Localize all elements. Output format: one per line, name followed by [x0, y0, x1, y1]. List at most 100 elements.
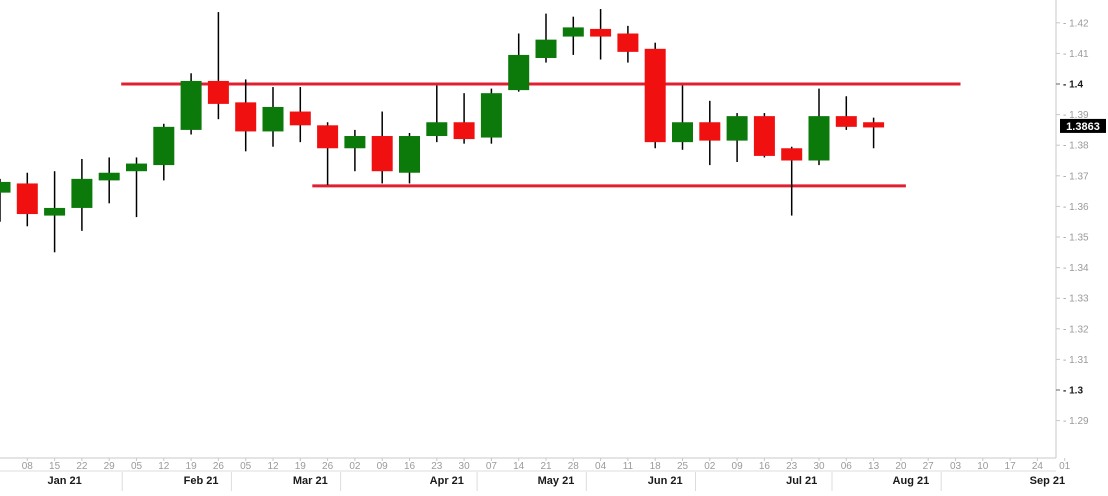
x-month-label: Sep 21 — [1030, 475, 1065, 487]
candle — [644, 42, 666, 149]
candle — [262, 87, 284, 147]
candle-body — [835, 116, 857, 127]
candle — [44, 171, 66, 253]
candle — [344, 129, 366, 172]
candle — [835, 96, 857, 130]
candle-body — [426, 122, 448, 137]
candle — [71, 158, 93, 231]
x-week-label: 19 — [186, 461, 198, 472]
y-axis: - 1.42 - 1.41 - 1.4 - 1.39 - 1.38 - 1.37 - 1.3… — [1055, 0, 1089, 458]
x-week-label: 21 — [540, 461, 552, 472]
candle-body — [207, 80, 229, 104]
candle — [235, 79, 257, 152]
candle — [672, 85, 693, 150]
x-week-label: 06 — [841, 461, 853, 472]
candle-body — [535, 39, 557, 58]
x-week-label: 12 — [158, 461, 170, 472]
candle — [480, 88, 502, 144]
x-week-label: 01 — [1059, 461, 1071, 472]
x-week-label: 25 — [677, 461, 689, 472]
candle — [289, 87, 311, 143]
candle — [426, 85, 448, 143]
y-tick-label: - 1.31 — [1063, 355, 1089, 366]
candle-body — [16, 183, 38, 215]
x-axis: 08 15 22 29 05 12 19 26 05 12 19 26 02 09 16 23 30 07 14 21… — [0, 457, 1071, 491]
trendlines — [121, 82, 961, 188]
x-week-label: 24 — [1032, 461, 1044, 472]
candle-body — [289, 111, 311, 126]
candle-body — [726, 116, 748, 141]
candle — [0, 178, 11, 222]
y-tick-label: - 1.32 — [1063, 324, 1089, 335]
x-week-label: 18 — [650, 461, 662, 472]
candle-body — [180, 80, 202, 130]
candle-body — [153, 126, 175, 166]
candle — [699, 100, 721, 166]
x-week-label: 05 — [240, 461, 252, 472]
candle — [399, 132, 420, 184]
candle-body — [235, 102, 257, 132]
x-week-label: 14 — [513, 461, 525, 472]
candles — [0, 9, 885, 253]
x-week-label: 11 — [623, 461, 634, 472]
candle-body — [0, 181, 11, 193]
candle — [535, 13, 557, 63]
candle-body — [753, 116, 775, 156]
x-month-label: Aug 21 — [893, 475, 930, 487]
candle-body — [699, 122, 721, 141]
x-week-label: 26 — [322, 461, 334, 472]
y-tick-label: - 1.29 — [1063, 416, 1089, 427]
candle — [180, 73, 202, 135]
x-week-label: 27 — [923, 461, 935, 472]
x-week-label: 23 — [431, 461, 443, 472]
x-week-label: 08 — [22, 461, 34, 472]
candle-body — [508, 54, 530, 91]
x-month-label: Apr 21 — [430, 475, 464, 487]
candle-body — [317, 125, 339, 149]
candle — [753, 113, 775, 158]
candle — [726, 113, 748, 163]
candle — [153, 123, 175, 181]
candle-body — [344, 136, 366, 149]
y-tick-label: - 1.36 — [1063, 202, 1089, 213]
y-tick-label: - 1.38 — [1063, 141, 1089, 152]
candle — [617, 25, 639, 63]
candle — [98, 157, 120, 204]
y-tick-label: - 1.35 — [1063, 233, 1089, 244]
x-week-label: 30 — [813, 461, 825, 472]
x-week-label: 04 — [595, 461, 607, 472]
x-week-label: 16 — [759, 461, 771, 472]
candle — [453, 93, 475, 144]
current-price-tag: 1.3863 — [1060, 118, 1106, 133]
x-week-label: 12 — [267, 461, 279, 472]
y-tick-label: - 1.3 — [1063, 386, 1083, 397]
x-week-label: 02 — [704, 461, 716, 472]
candle-body — [126, 163, 147, 172]
candle-body — [480, 93, 502, 138]
candle-body — [44, 207, 66, 216]
candle — [508, 33, 530, 92]
candle — [562, 16, 584, 55]
x-month-label: Feb 21 — [184, 475, 219, 487]
candle-body — [71, 178, 93, 208]
x-week-label: 19 — [295, 461, 307, 472]
x-week-label: 03 — [950, 461, 962, 472]
x-month-label: Mar 21 — [293, 475, 328, 487]
candle — [808, 88, 830, 166]
candle — [317, 122, 339, 185]
candle-body — [453, 122, 475, 140]
candle-body — [808, 116, 830, 161]
x-week-label: 15 — [49, 461, 61, 472]
y-tick-label: - 1.42 — [1063, 18, 1089, 29]
y-tick-label: - 1.37 — [1063, 171, 1089, 182]
x-week-label: 07 — [486, 461, 498, 472]
x-week-label: 30 — [459, 461, 471, 472]
x-week-label: 22 — [76, 461, 88, 472]
candle — [126, 157, 147, 218]
candle — [863, 117, 885, 149]
candle-body — [644, 48, 666, 143]
y-tick-label: - 1.33 — [1063, 294, 1089, 305]
candle-body — [262, 106, 284, 132]
x-week-label: 09 — [377, 461, 389, 472]
